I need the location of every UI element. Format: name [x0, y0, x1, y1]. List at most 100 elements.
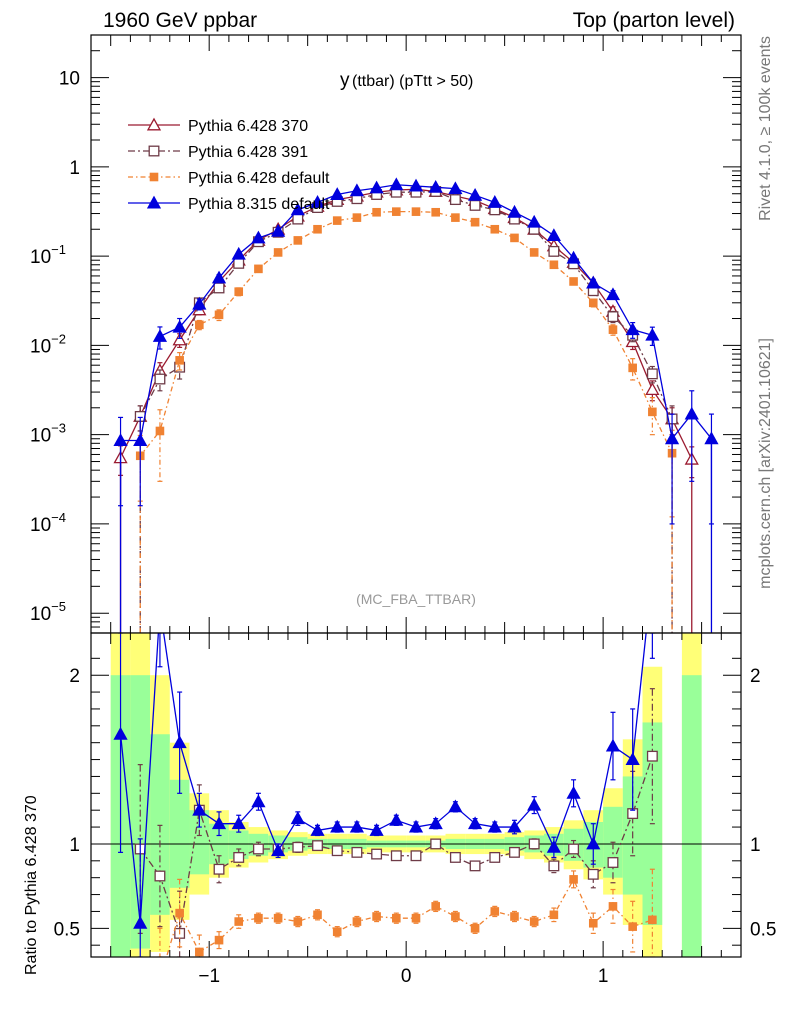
data-point-marker: [448, 181, 463, 195]
data-point-marker: [529, 248, 539, 257]
ratio-series-line: [165, 877, 653, 957]
ratio-band-inner: [681, 675, 702, 957]
data-point-marker: [313, 224, 322, 234]
data-point-marker: [608, 325, 618, 334]
data-point-marker: [371, 848, 383, 860]
data-point-marker: [605, 738, 621, 752]
data-point-marker: [330, 187, 345, 200]
data-point-marker: [292, 841, 304, 853]
ratio-y-tick-label: 2: [69, 666, 80, 687]
data-point-marker: [449, 194, 461, 206]
legend-label: Pythia 6.428 default: [188, 170, 330, 187]
data-point-marker: [175, 356, 184, 365]
legend-label: Pythia 6.428 370: [188, 118, 308, 135]
data-point-marker: [352, 917, 362, 926]
data-point-marker: [214, 310, 224, 320]
data-point-marker: [431, 207, 440, 217]
data-point-marker: [487, 195, 502, 208]
data-point-marker: [449, 851, 461, 863]
analysis-watermark: (MC_FBA_TTBAR): [356, 591, 476, 607]
data-point-marker: [529, 917, 539, 926]
data-point-marker: [451, 213, 460, 222]
data-point-marker: [431, 902, 440, 911]
data-point-marker: [411, 913, 421, 923]
data-point-marker: [648, 407, 657, 417]
data-point-marker: [172, 319, 187, 333]
data-point-marker: [490, 224, 500, 234]
data-point-marker: [213, 282, 225, 294]
data-point-marker: [507, 204, 522, 218]
y-tick-label: 10−1: [30, 242, 66, 268]
data-point-marker: [428, 179, 443, 193]
data-point-marker: [251, 230, 266, 244]
data-point-marker: [133, 433, 148, 446]
y-tick-label: 10−5: [30, 599, 66, 625]
data-point-marker: [233, 257, 245, 269]
data-point-marker: [252, 843, 264, 855]
main-panel: 10 1 10−1 10−2 10−3 10−4 10−5 y (ttbar) (pTtt …: [30, 34, 742, 634]
data-point-marker: [310, 823, 325, 836]
data-point-marker: [389, 812, 404, 826]
data-point-marker: [214, 935, 224, 945]
data-point-marker: [369, 180, 384, 194]
data-point-marker: [490, 907, 500, 916]
ratio-frame: [90, 632, 742, 958]
y-tick-label: 10: [59, 69, 80, 90]
data-point-marker: [172, 735, 187, 749]
data-point-marker: [588, 918, 598, 928]
data-point-marker: [146, 195, 162, 209]
data-point-marker: [312, 840, 323, 852]
data-point-marker: [509, 846, 520, 858]
data-point-marker: [448, 799, 463, 813]
data-point-marker: [569, 277, 578, 286]
series-main-3: [113, 177, 719, 633]
x-tick-label: 0: [401, 966, 412, 987]
y-tick-label: 10−3: [30, 421, 66, 447]
data-point-marker: [527, 214, 542, 228]
data-point-marker: [213, 863, 225, 875]
data-point-marker: [231, 816, 246, 830]
legend-label: Pythia 6.428 391: [188, 144, 308, 161]
ratio-series-line: [139, 755, 653, 934]
data-point-marker: [549, 260, 559, 270]
data-point-marker: [487, 819, 502, 833]
data-point-marker: [568, 843, 580, 855]
data-point-marker: [646, 750, 658, 762]
data-point-marker: [175, 908, 184, 918]
data-point-marker: [548, 860, 560, 872]
data-point-marker: [195, 947, 204, 957]
data-point-marker: [392, 913, 401, 923]
data-point-marker: [271, 223, 286, 237]
x-tick-label: 1: [598, 966, 609, 987]
data-point-marker: [152, 329, 168, 342]
side-label-mcplots: mcplots.cern.ch [arXiv:2401.10621]: [757, 338, 774, 589]
y-tick-label: 10−4: [30, 510, 66, 536]
data-point-marker: [254, 264, 263, 274]
ratio-series-line: [119, 633, 647, 924]
data-point-marker: [467, 816, 483, 830]
data-point-marker: [566, 785, 581, 799]
x-tick-label: −1: [198, 966, 220, 987]
data-point-marker: [113, 433, 128, 446]
data-point-marker: [588, 298, 598, 308]
data-point-marker: [389, 177, 404, 191]
y-tick-exponent: −1: [51, 242, 66, 257]
data-point-marker: [528, 838, 540, 850]
legend: Pythia 6.428 370 Pythia 6.428 391 Pythia 6…: [128, 117, 330, 213]
header-right: Top (parton level): [573, 9, 735, 32]
data-point-marker: [430, 838, 442, 850]
data-point-marker: [254, 913, 263, 923]
series-main-2: [135, 207, 677, 633]
data-point-marker: [154, 870, 166, 882]
data-point-marker: [351, 846, 363, 858]
data-point-marker: [410, 850, 422, 862]
data-point-marker: [372, 912, 381, 921]
data-point-marker: [469, 199, 481, 211]
data-point-marker: [607, 857, 619, 868]
plot-title-rest: (ttbar) (pTtt > 50): [352, 73, 473, 90]
y-tick-exponent: −4: [51, 510, 66, 525]
header-left: 1960 GeV ppbar: [103, 9, 257, 32]
data-point-marker: [349, 183, 365, 197]
data-point-marker: [154, 373, 166, 385]
